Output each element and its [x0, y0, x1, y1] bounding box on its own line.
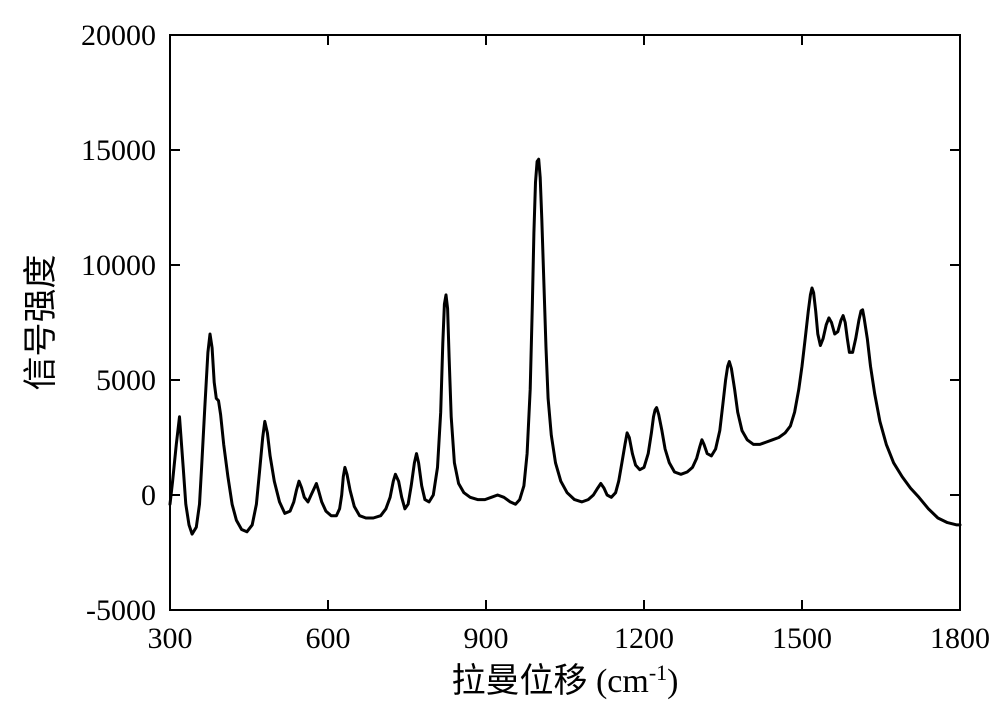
y-tick-label: -5000 — [86, 594, 156, 627]
y-axis-title: 信号强度 — [22, 255, 60, 391]
y-tick-label: 0 — [141, 479, 156, 512]
raman-spectrum-chart: 300600900120015001800-500005000100001500… — [0, 0, 1000, 724]
x-tick-label: 900 — [464, 622, 509, 655]
y-tick-label: 20000 — [81, 19, 156, 52]
y-tick-label: 10000 — [81, 249, 156, 282]
spectrum-line — [170, 159, 960, 534]
x-tick-label: 600 — [306, 622, 351, 655]
x-axis-title: 拉曼位移 (cm-1) — [451, 660, 678, 701]
y-tick-label: 15000 — [81, 134, 156, 167]
chart-svg: 300600900120015001800-500005000100001500… — [0, 0, 1000, 724]
x-tick-label: 1200 — [614, 622, 674, 655]
x-tick-label: 1500 — [772, 622, 832, 655]
x-tick-label: 1800 — [930, 622, 990, 655]
y-tick-label: 5000 — [96, 364, 156, 397]
